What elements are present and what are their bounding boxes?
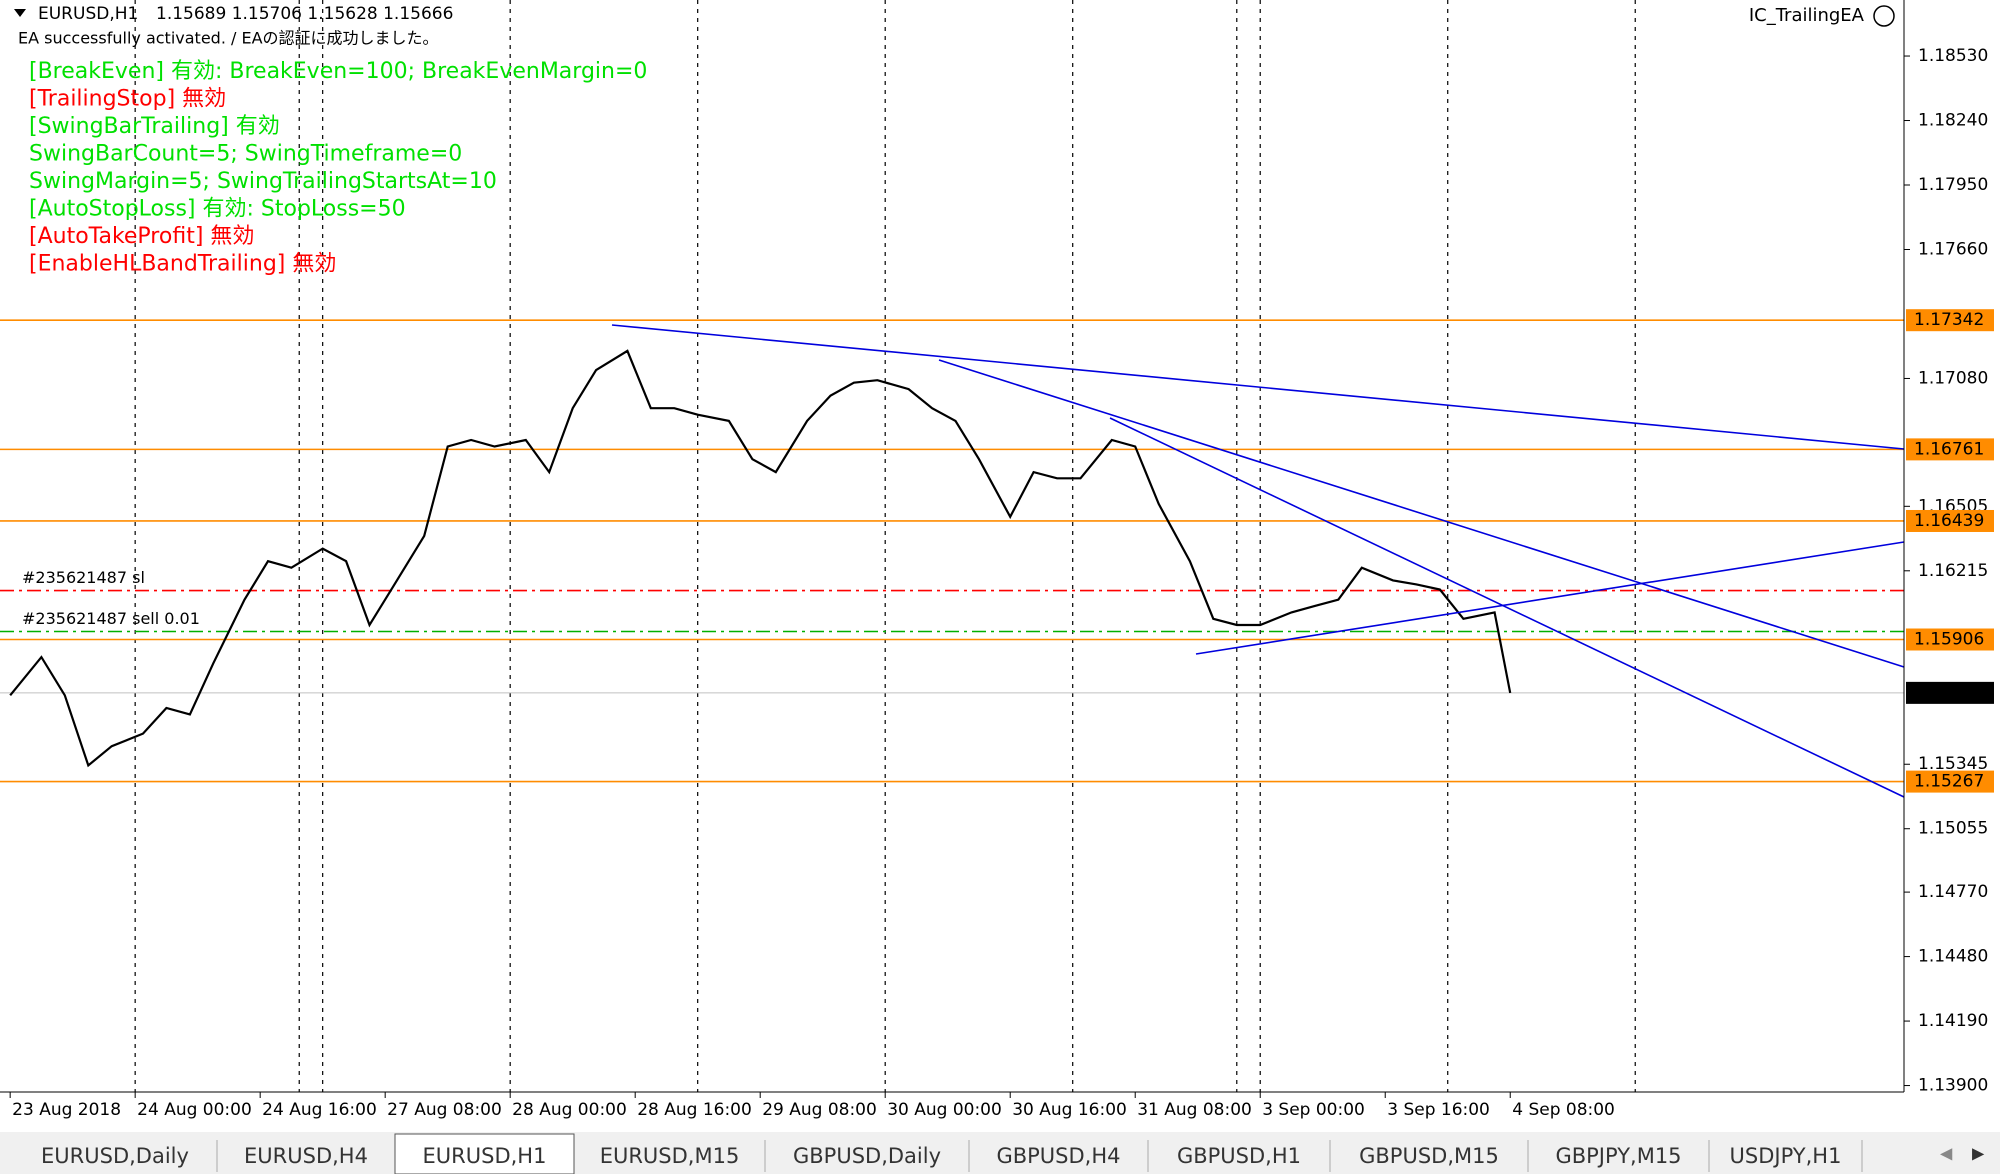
ea-messages: [BreakEven] 有効: BreakEven=100; BreakEven… [29,59,647,277]
y-tick-label: 1.14480 [1918,947,1988,967]
price-label: 1.16761 [1914,439,1984,459]
ohlc: 1.15689 1.15706 1.15628 1.15666 [156,4,453,24]
y-tick-label: 1.14770 [1918,882,1988,902]
ea-message: [AutoStopLoss] 有効: StopLoss=50 [29,197,406,222]
x-tick-label: 30 Aug 00:00 [887,1100,1002,1120]
price-label-box [1906,438,1994,461]
price-label: 1.15267 [1914,772,1984,792]
scroll-left[interactable]: ◀ [1940,1144,1953,1163]
close-icon[interactable] [1873,5,1895,27]
tab[interactable]: EURUSD,H1 [423,1144,547,1168]
ea-message: [BreakEven] 有効: BreakEven=100; BreakEven… [29,59,647,84]
scroll-right[interactable]: ▶ [1972,1144,1985,1163]
y-tick-label: 1.17080 [1918,368,1988,388]
tab[interactable]: USDJPY,H1 [1730,1144,1842,1168]
x-tick-label: 28 Aug 00:00 [512,1100,627,1120]
price-label-box [1906,509,1994,532]
price-label: 1.15906 [1914,630,1984,650]
price-label-box [1906,770,1994,793]
x-tick-label: 30 Aug 16:00 [1012,1100,1127,1120]
y-tick-label: 1.15055 [1918,819,1988,839]
trend-lines [611,324,1905,798]
y-tick-label: 1.18530 [1918,46,1988,66]
price-label-box [1906,681,1994,704]
x-tick-label: 28 Aug 16:00 [637,1100,752,1120]
tab[interactable]: GBPJPY,M15 [1555,1144,1681,1168]
price-label: 1.17342 [1914,310,1984,330]
trend-line [938,359,1905,668]
x-tick-label: 29 Aug 08:00 [762,1100,877,1120]
tabs: EURUSD,Daily EURUSD,H4 EURUSD,H1 EURUSD,M15… [41,1133,1863,1174]
tab[interactable]: GBPUSD,H1 [1177,1144,1301,1168]
y-tick-label: 1.14190 [1918,1011,1988,1031]
tab[interactable]: GBPUSD,M15 [1359,1144,1499,1168]
price-label-box [1906,309,1994,332]
tab[interactable]: GBPUSD,Daily [793,1144,941,1168]
y-tick-label: 1.16215 [1918,561,1988,581]
indicator-name: IC_TrailingEA [1749,5,1865,26]
y-tick-label: 1.17950 [1918,175,1988,195]
price-label: 1.16439 [1914,511,1984,531]
tab[interactable]: EURUSD,Daily [41,1144,189,1168]
x-tick-label: 23 Aug 2018 [12,1100,121,1120]
x-tick-label: 3 Sep 00:00 [1262,1100,1365,1120]
tab[interactable]: EURUSD,H4 [244,1144,368,1168]
ea-message: [AutoTakeProfit] 無効 [29,224,254,249]
trend-line [611,324,1905,450]
tab-active-bg [394,1133,575,1174]
x-tick-label: 31 Aug 08:00 [1137,1100,1252,1120]
plot-area [0,0,1904,1092]
trend-line [1195,541,1905,655]
tab-bar [0,1132,2000,1174]
x-tick-label: 24 Aug 00:00 [137,1100,252,1120]
x-tick-label: 24 Aug 16:00 [262,1100,377,1120]
symbol: EURUSD,H1 [38,4,138,24]
trend-line [1109,417,1905,798]
price-line [9,349,1512,768]
ea-status: EA successfully activated. / EAの認証に成功しまし… [18,29,439,48]
y-tick-label: 1.17660 [1918,239,1988,259]
ea-message: SwingMargin=5; SwingTrailingStartsAt=10 [29,169,497,194]
ea-message: [TrailingStop] 無効 [29,87,226,112]
order-label: #235621487 sl [22,568,145,587]
ea-message: [SwingBarTrailing] 有効 [29,114,280,139]
order-label: #235621487 sell 0.01 [22,609,200,628]
x-tick-label: 3 Sep 16:00 [1387,1100,1490,1120]
ea-message: [EnableHLBandTrailing] 無効 [29,252,336,277]
x-tick-label: 27 Aug 08:00 [387,1100,502,1120]
y-tick-label: 1.13900 [1918,1076,1988,1096]
price-label-box [1906,628,1994,651]
y-tick-label: 1.15345 [1918,754,1988,774]
tab[interactable]: GBPUSD,H4 [996,1144,1120,1168]
ea-message: SwingBarCount=5; SwingTimeframe=0 [29,142,462,167]
tab[interactable]: EURUSD,M15 [600,1144,740,1168]
price-label: 1.15666 [1914,683,1984,703]
x-tick-label: 4 Sep 08:00 [1512,1100,1615,1120]
y-tick-label: 1.18240 [1918,111,1988,131]
menu-arrow[interactable] [14,9,26,17]
